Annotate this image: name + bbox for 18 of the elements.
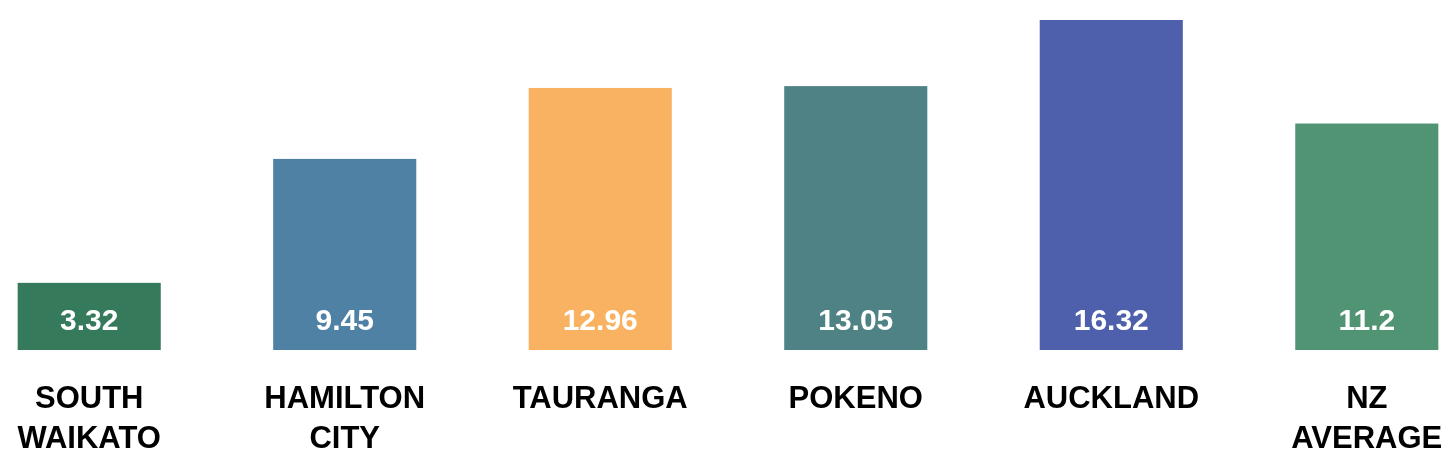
data-label: 3.32	[60, 303, 119, 336]
x-tick-label: NZ AVERAGE	[1291, 380, 1443, 455]
data-label: 9.45	[315, 303, 374, 336]
x-tick-label: AUCKLAND	[1023, 380, 1200, 415]
bar	[1039, 20, 1183, 350]
data-label: 11.2	[1338, 303, 1396, 336]
x-tick-label: SOUTH WAIKATO	[17, 380, 161, 455]
x-tick-label: HAMILTON CITY	[264, 380, 426, 455]
x-tick-label: TAURANGA	[512, 380, 688, 415]
x-tick-label: POKENO	[788, 380, 923, 415]
bar	[784, 86, 928, 350]
bar	[1295, 123, 1439, 350]
bar	[17, 282, 161, 350]
bar	[273, 158, 417, 350]
data-label: 16.32	[1073, 303, 1149, 336]
bar	[528, 87, 672, 350]
data-label: 13.05	[818, 303, 894, 336]
data-label: 12.96	[562, 303, 638, 336]
